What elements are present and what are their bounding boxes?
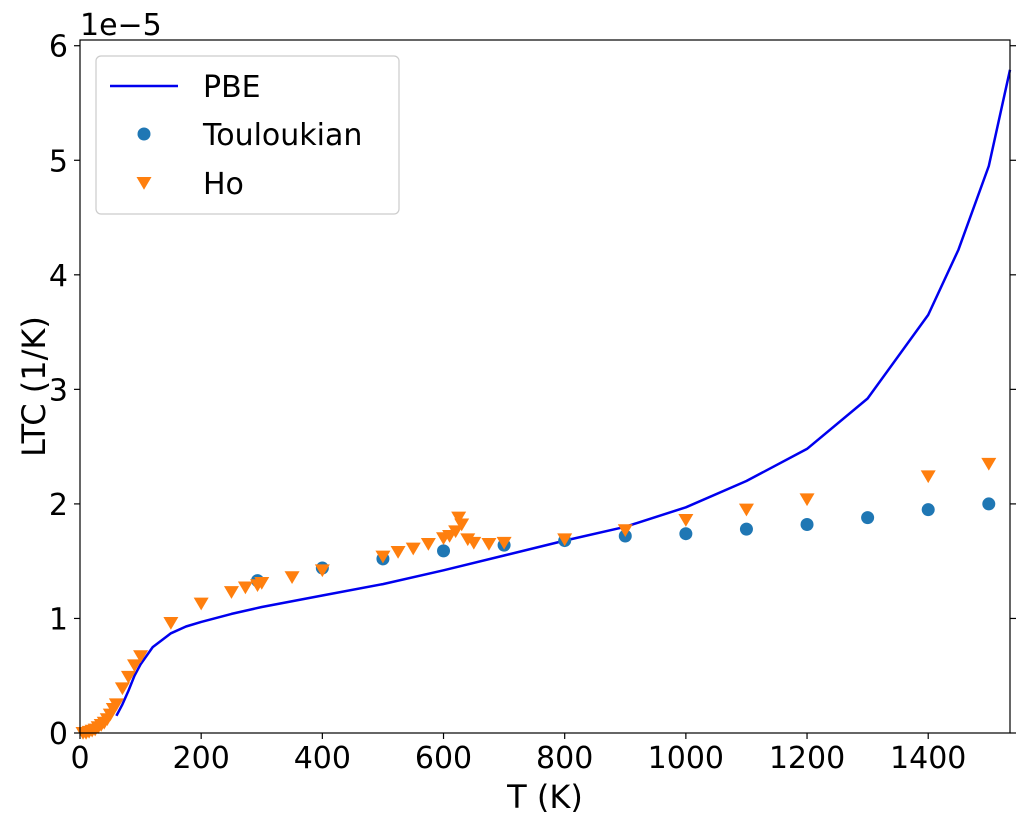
ho-point — [193, 597, 209, 611]
touloukian-point — [921, 503, 935, 517]
ho-point — [481, 538, 497, 551]
touloukian-point — [739, 522, 753, 536]
ho-point — [420, 538, 436, 551]
x-axis-label: T (K) — [506, 778, 583, 816]
legend-label: PBE — [203, 70, 261, 105]
x-tick-label: 800 — [536, 741, 593, 776]
legend-swatch-ho — [136, 177, 152, 190]
ho-point — [133, 650, 149, 664]
ho-point — [466, 536, 482, 550]
ho-point — [375, 550, 391, 564]
legend-label: Ho — [203, 167, 244, 202]
x-tick-label: 400 — [294, 741, 351, 776]
touloukian-point — [679, 527, 693, 541]
legend-label: Touloukian — [202, 118, 362, 153]
y-tick-label: 0 — [49, 717, 68, 752]
y-axis-label: LTC (1/K) — [15, 316, 53, 457]
ho-point — [390, 546, 406, 559]
ho-point — [405, 542, 421, 556]
ho-point — [451, 511, 467, 525]
ho-point — [163, 617, 179, 630]
y-tick-label: 2 — [49, 488, 68, 523]
legend-box — [95, 55, 400, 215]
x-tick-label: 0 — [70, 741, 89, 776]
right-axis — [1010, 45, 1016, 734]
x-tick-label: 600 — [415, 741, 472, 776]
y-tick-label: 5 — [49, 144, 68, 179]
ho-point — [617, 524, 633, 538]
y-tick-label: 6 — [49, 30, 68, 65]
x-tick-label: 1400 — [890, 741, 966, 776]
legend-swatch-touloukian — [137, 127, 151, 141]
y-tick-label: 3 — [49, 373, 68, 408]
touloukian-point — [437, 544, 451, 558]
ho-point — [678, 513, 694, 527]
y-offset-label: 1e−5 — [80, 8, 162, 43]
ho-point — [981, 457, 997, 471]
ho-point — [284, 571, 300, 584]
touloukian-point — [800, 518, 814, 532]
ho-point — [496, 536, 512, 550]
ho-point — [114, 682, 130, 696]
legend: PBE Touloukian Ho — [95, 55, 400, 215]
x-tick-label: 1000 — [648, 741, 724, 776]
ho-point — [738, 503, 754, 517]
ho-point — [557, 533, 573, 547]
ho-point — [120, 670, 136, 684]
x-axis: 0 200 400 600 800 1000 1200 1400 — [70, 733, 966, 776]
ho-point — [460, 533, 476, 547]
ho-point — [108, 698, 124, 712]
x-tick-label: 200 — [173, 741, 230, 776]
y-axis: 0 1 2 3 4 5 6 — [49, 30, 80, 752]
ho-point — [454, 518, 470, 532]
pbe-line — [115, 69, 1012, 717]
ho-point — [254, 576, 270, 590]
plot-frame — [79, 39, 1011, 734]
ho-point — [799, 493, 815, 507]
ho-point — [920, 470, 936, 484]
x-tick-label: 1200 — [769, 741, 845, 776]
ho-point — [127, 659, 143, 673]
touloukian-point — [861, 511, 875, 525]
touloukian-point — [982, 497, 996, 511]
y-tick-label: 4 — [49, 259, 68, 294]
ho-point — [237, 581, 253, 595]
ho-point — [314, 564, 330, 578]
ho-point — [448, 525, 464, 539]
y-tick-label: 1 — [49, 602, 68, 637]
ho-point — [223, 586, 239, 599]
